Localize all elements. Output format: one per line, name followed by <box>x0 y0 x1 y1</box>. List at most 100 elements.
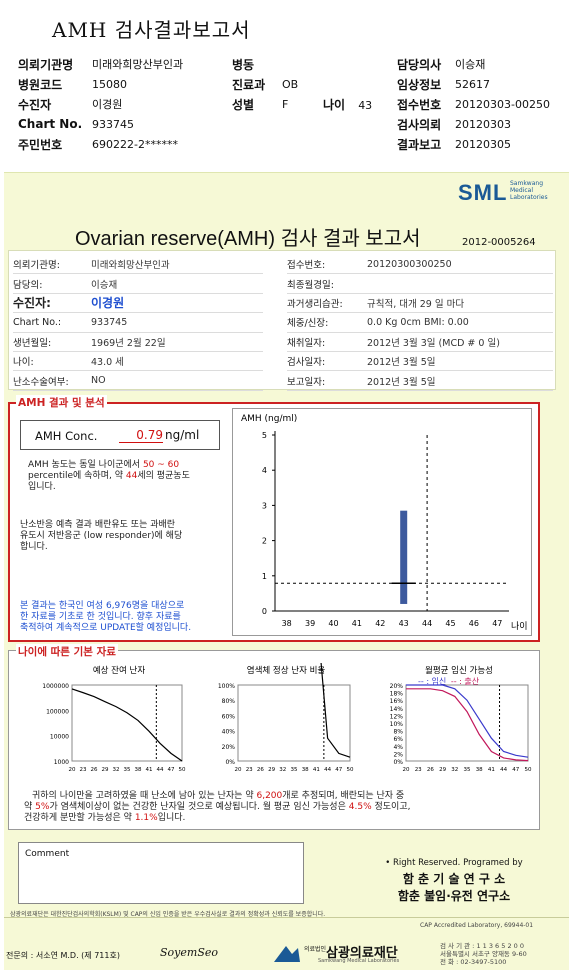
foundation-prefix: 의료법인 <box>304 946 327 953</box>
mini-chart-x-tick-label: 29 <box>439 767 446 773</box>
info-left-row: Chart No.: 933745 <box>13 313 263 333</box>
info-right-label: 보고일자: <box>287 376 326 388</box>
amh-chart-x-tick-label: 46 <box>469 619 479 628</box>
mini-chart-x-tick-label: 23 <box>415 767 422 773</box>
info-left-value: 43.0 세 <box>91 357 124 369</box>
header-mid-label: 병동 <box>232 57 255 72</box>
header-mid-value: F <box>282 97 289 111</box>
mini-chart-x-tick-label: 26 <box>257 767 264 773</box>
header-right-row: 접수번호 20120303-00250 <box>397 94 550 114</box>
foundation-name: 삼광의료재단 <box>326 946 398 961</box>
amh-interpretation: AMH 농도는 동일 나이군에서 50 ~ 60 percentile에 속하며… <box>28 460 228 493</box>
mini-chart-title: 예상 잔여 난자 <box>93 665 146 676</box>
mini-chart-x-tick-label: 44 <box>500 767 507 773</box>
note-line3: 축적하여 계속적으로 UPDATE할 예정입니다. <box>20 623 192 633</box>
legend-birth: 출산 <box>464 677 480 686</box>
logo-sub3: Laboratories <box>510 194 548 201</box>
header-mid-label: 진료과 <box>232 77 266 92</box>
mini-chart-title: 월평균 임신 가능성 <box>425 665 493 676</box>
note-line2: 한 자료를 기초로 한 것입니다. 향후 자료를 <box>20 612 181 622</box>
info-left-row: 담당의: 이승재 <box>13 274 263 294</box>
interp-line2c: 세의 평균농도 <box>137 471 190 481</box>
mini-chart-y-tick-label: 18% <box>390 691 404 698</box>
header-right-label: 담당의사 <box>397 57 442 72</box>
header-mid-value: OB <box>282 77 299 91</box>
mini-chart-y-tick-label: 100000 <box>46 708 69 715</box>
info-left-value: NO <box>91 375 106 387</box>
mini-chart-x-tick-label: 44 <box>157 767 164 773</box>
amh-chart-x-tick-label: 45 <box>445 619 455 628</box>
amh-chart-x-tick-label: 42 <box>375 619 385 628</box>
amh-chart-range-bar <box>400 510 408 604</box>
sum2c: 가 염색체이상이 없는 건강한 난자일 것으로 예상됩니다. 월 평균 임신 가… <box>49 802 346 812</box>
info-left-label: 생년월일: <box>13 337 52 349</box>
mini-chart-y-tick-label: 0% <box>393 759 403 766</box>
info-left-row: 생년월일: 1969년 2월 22일 <box>13 333 263 352</box>
mini-chart-y-tick-label: 1000 <box>54 759 69 766</box>
mini-chart-title: 염색체 정상 난자 비율 <box>247 665 326 676</box>
header-right-value: 20120303 <box>455 117 511 131</box>
info-left-label: 난소수술여부: <box>13 376 69 388</box>
sum1a: 귀하의 나이만을 고려하였을 때 난소에 남아 있는 난자는 약 <box>32 791 254 801</box>
sum3c: 입니다. <box>157 813 186 823</box>
header-left-row: 주민번호 690222-2****** <box>18 134 183 154</box>
mini-chart-y-tick-label: 1000000 <box>42 683 69 690</box>
amh-chart-x-tick-label: 43 <box>399 619 409 628</box>
mini-chart-y-tick-label: 100% <box>218 683 235 690</box>
mini-chart-y-tick-label: 20% <box>222 744 236 751</box>
info-left-label: 나이: <box>13 357 34 369</box>
pregnancy-chance-svg: 월평균 임신 가능성 20%18%16%14%12%10%8%6%4%2%0%20… <box>390 665 532 773</box>
header-left-label: 수진자 <box>18 97 52 112</box>
amh-chart-y-tick-label: 1 <box>262 572 267 581</box>
mini-chart-y-tick-label: 60% <box>222 713 236 720</box>
mini-chart-frame <box>237 684 351 762</box>
info-left-label: 의뢰기관명: <box>13 260 60 272</box>
header-right-value: 이승재 <box>455 58 486 71</box>
age-summary: 귀하의 나이만을 고려하였을 때 난소에 남아 있는 난자는 약 6,200개로… <box>24 791 534 824</box>
sml-logo-subtitle: Samkwang Medical Laboratories <box>510 180 548 201</box>
lab-address: 서울특별시 서초구 양재동 9-60 <box>440 950 527 958</box>
amh-chart-y-tick-label: 2 <box>262 537 267 546</box>
mini-chart-x-tick-label: 32 <box>451 767 458 773</box>
credit-line1: • Right Reserved. Programed by <box>385 858 523 868</box>
header-left-value: 미래와희망산부인과 <box>92 58 184 71</box>
info-left-label: 수진자: <box>13 296 51 311</box>
amh-chart-x-tick-label: 38 <box>282 619 292 628</box>
credit-line3: 함춘 불임·유전 연구소 <box>397 889 511 903</box>
info-left-value: 이승재 <box>91 279 118 291</box>
legend-pregnancy: 임신 <box>431 677 447 686</box>
age-value: 43 <box>358 99 373 112</box>
info-right-value: 2012년 3월 5일 <box>367 357 436 369</box>
mini-chart-y-tick-label: 4% <box>393 744 403 751</box>
info-left-value: 933745 <box>91 316 128 328</box>
header-right-label: 검사의뢰 <box>397 117 442 132</box>
cap-accreditation: CAP Accredited Laboratory, 69944-01 <box>420 922 534 929</box>
header-right-row: 담당의사 이승재 <box>397 54 550 74</box>
mini-chart-x-tick-label: 20 <box>403 767 410 773</box>
header-right-label: 결과보고 <box>397 137 442 152</box>
mini-chart-series-line <box>71 688 183 762</box>
mini-chart-y-tick-label: 10% <box>390 721 404 728</box>
mini-chart-x-tick-label: 41 <box>488 767 495 773</box>
header-left-value: 이경원 <box>92 98 123 111</box>
mini-chart-x-tick-label: 44 <box>324 767 331 773</box>
resp-line2: 유도시 저반응군 (low responder)에 해당 <box>20 531 183 541</box>
amh-chart-xlabel: 나이 <box>511 621 528 632</box>
amh-chart-y-tick-label: 4 <box>262 466 267 475</box>
info-right-row: 채취일자: 2012년 3월 3일 (MCD # 0 일) <box>287 333 553 352</box>
info-left-row: 의뢰기관명: 미래와희망산부인과 <box>13 255 263 275</box>
legend-prefix-a: -- : <box>418 677 432 686</box>
report-number: 2012-0005264 <box>462 237 536 248</box>
mini-chart-y-tick-label: 6% <box>393 736 403 743</box>
amh-chart-x-tick-label: 40 <box>328 619 338 628</box>
data-source-note: 본 결과는 한국인 여성 6,976명을 대상으로 한 자료를 기초로 한 것입… <box>20 601 234 634</box>
interp-line1a: AMH 농도는 동일 나이군에서 <box>28 460 141 470</box>
mini-chart-y-tick-label: 80% <box>222 698 236 705</box>
lab-phone: 검 사 기 관 : 1 1 3 6 5 2 0 0 <box>440 942 524 950</box>
header-left-value: 933745 <box>92 117 134 131</box>
mini-chart-y-tick-label: 12% <box>390 713 404 720</box>
sum2e: 정도이고, <box>374 802 411 812</box>
info-right-label: 채취일자: <box>287 337 326 349</box>
logo-sub1: Samkwang <box>510 180 543 187</box>
